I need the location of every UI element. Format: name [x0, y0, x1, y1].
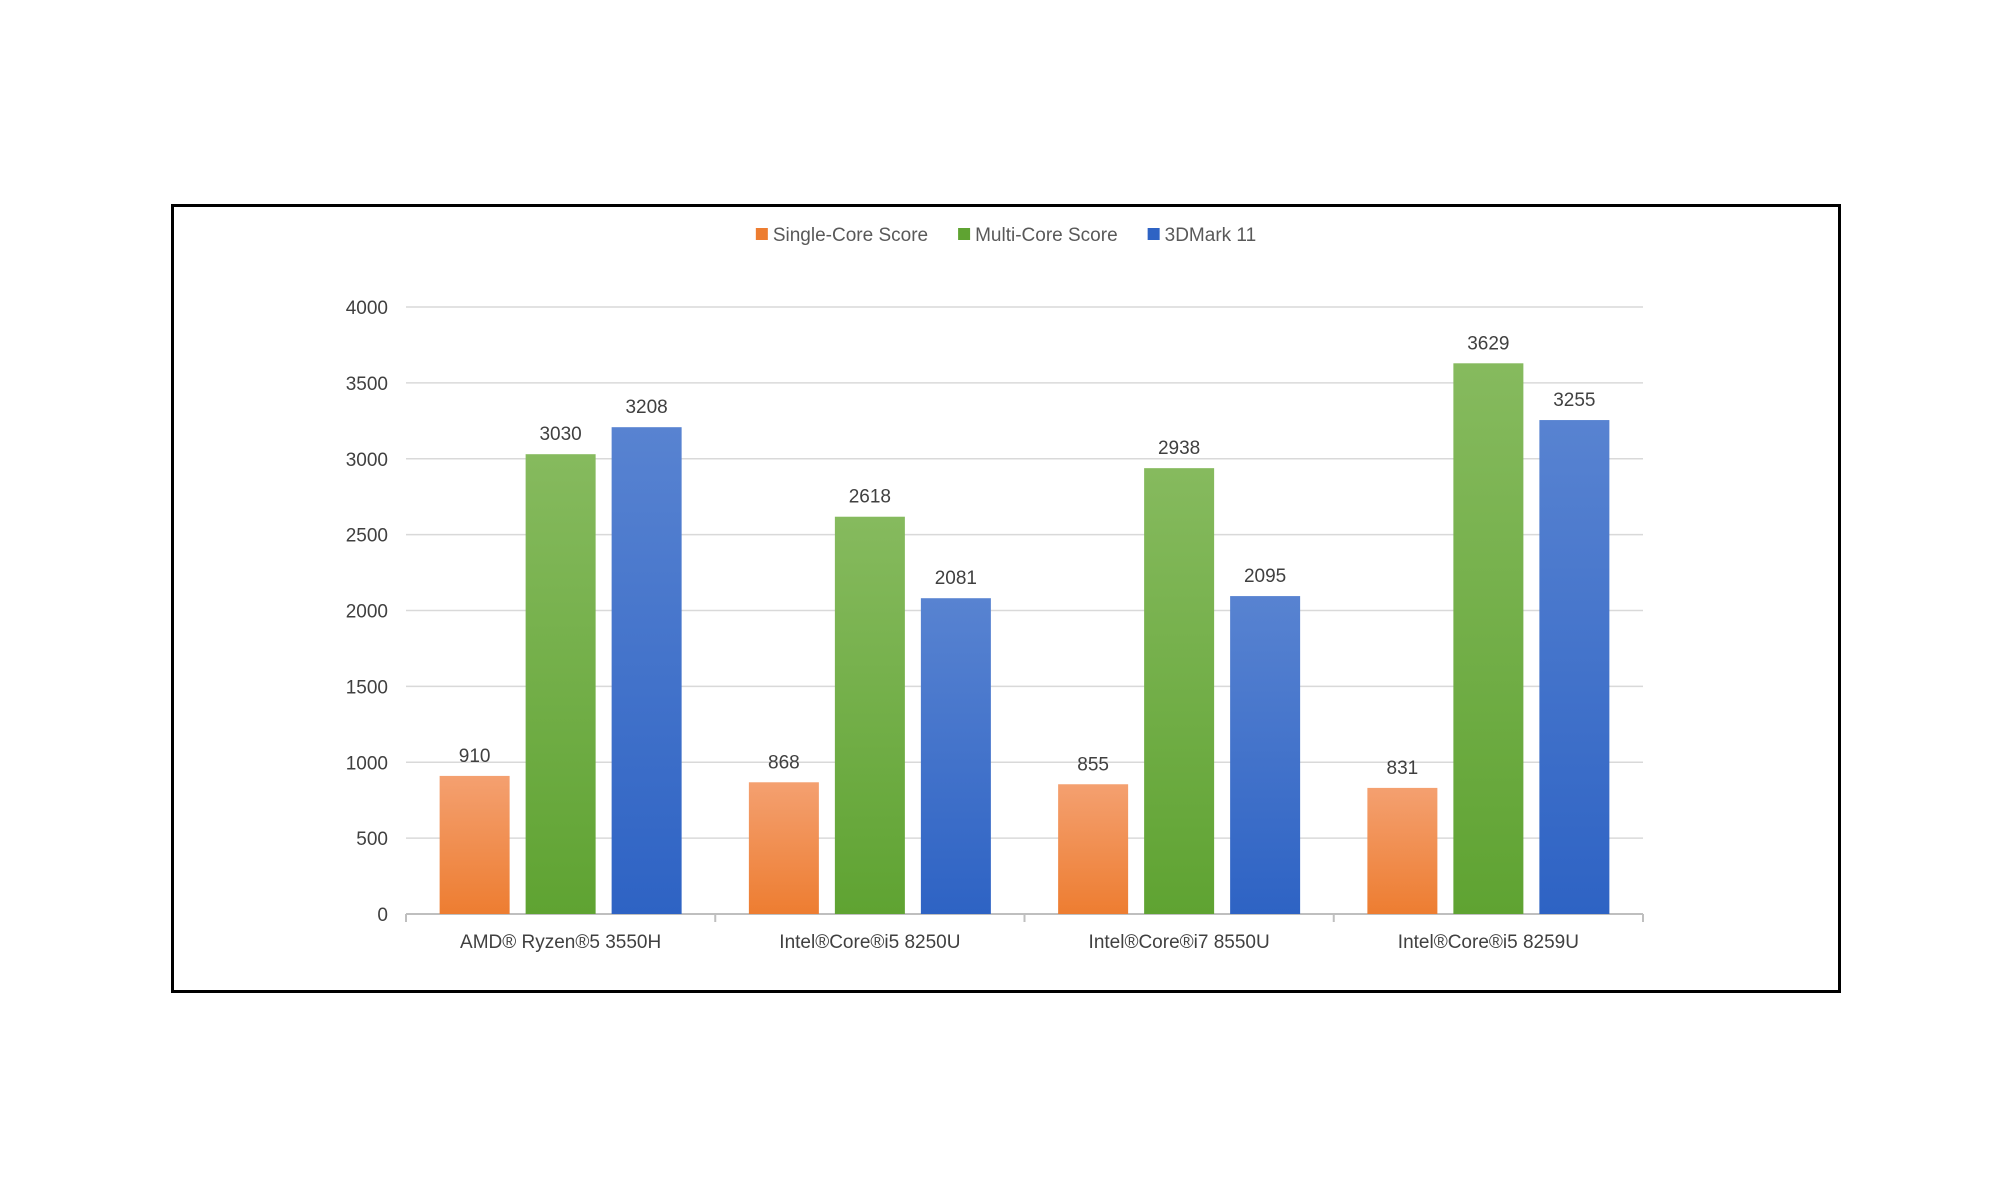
data-label: 831 [1387, 758, 1419, 779]
y-tick-label: 2500 [346, 526, 388, 547]
data-label: 2618 [849, 487, 891, 508]
bar [439, 775, 510, 914]
chart-frame: 0 500 1000 1500 2000 2500 3000 3500 4000 AMD® Ry… [171, 204, 1841, 993]
x-category-label: AMD® Ryzen®5 3550H [460, 932, 661, 953]
y-tick-label: 0 [377, 905, 388, 926]
x-category-label: Intel®Core®i5 8259U [1398, 932, 1579, 953]
y-tick-label: 2000 [346, 602, 388, 623]
legend-swatch [755, 228, 768, 240]
bar [611, 427, 682, 914]
x-category-label: Intel®Core®i7 8550U [1089, 932, 1270, 953]
data-label: 3208 [625, 397, 667, 418]
data-label: 2081 [935, 568, 977, 589]
y-tick-label: 3500 [346, 374, 388, 395]
y-tick-label: 1000 [346, 753, 388, 774]
data-label: 3629 [1467, 333, 1509, 354]
bar [748, 782, 819, 914]
bar-chart: 0 500 1000 1500 2000 2500 3000 3500 4000 AMD® Ry… [346, 225, 1644, 953]
bar [834, 516, 905, 914]
x-axis: AMD® Ryzen®5 3550H Intel®Core®i5 8250U Int… [405, 913, 1644, 953]
y-tick-label: 500 [356, 829, 388, 850]
bar [1058, 784, 1129, 914]
data-label: 868 [768, 752, 800, 773]
bar [525, 454, 596, 914]
legend-label: Single-Core Score [773, 225, 928, 246]
x-category-label: Intel®Core®i5 8250U [779, 932, 960, 953]
data-label: 910 [459, 746, 491, 767]
y-tick-label: 1500 [346, 677, 388, 698]
legend-swatch [1147, 228, 1160, 240]
bar [920, 598, 991, 914]
bar [1144, 468, 1215, 914]
bars [439, 363, 1610, 914]
bar [1230, 596, 1301, 914]
data-label: 2095 [1244, 566, 1286, 587]
y-axis: 0 500 1000 1500 2000 2500 3000 3500 4000 [346, 298, 388, 926]
legend: Single-Core Score Multi-Core Score 3DMark … [755, 225, 1257, 246]
data-label: 3255 [1553, 390, 1595, 411]
bar [1539, 420, 1610, 914]
legend-label: 3DMark 11 [1165, 225, 1257, 246]
data-label: 855 [1077, 754, 1109, 775]
data-label: 3030 [539, 424, 581, 445]
bar [1453, 363, 1524, 914]
data-labels: 910 3030 3208 868 2618 2081 855 2938 2095 831 3629… [459, 333, 1596, 779]
y-tick-label: 4000 [346, 298, 388, 319]
legend-label: Multi-Core Score [975, 225, 1118, 246]
legend-swatch [958, 228, 971, 240]
bar [1367, 787, 1438, 914]
y-tick-label: 3000 [346, 450, 388, 471]
data-label: 2938 [1158, 438, 1200, 459]
